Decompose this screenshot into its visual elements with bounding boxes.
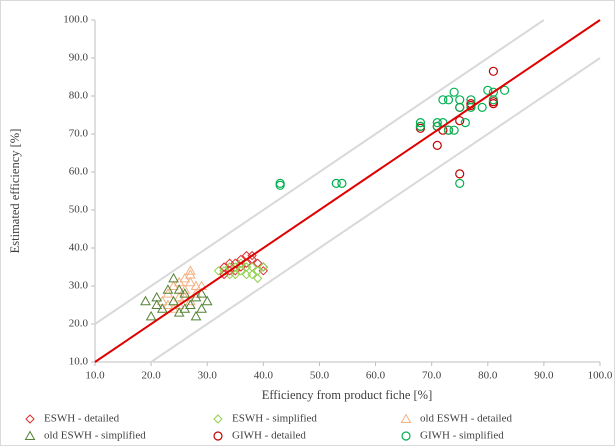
point — [337, 178, 347, 188]
point — [275, 178, 285, 188]
point — [455, 116, 465, 126]
point — [455, 169, 465, 179]
point — [140, 295, 151, 306]
point — [145, 310, 157, 321]
point — [415, 121, 426, 132]
y-tick-label: 70.0 — [69, 128, 89, 140]
legend-marker — [25, 414, 35, 424]
y-tick-label: 90.0 — [69, 52, 89, 64]
point — [185, 265, 196, 275]
point — [443, 95, 454, 105]
x-tick-label: 30.0 — [198, 370, 218, 382]
point — [236, 266, 246, 276]
x-tick-label: 90.0 — [534, 370, 554, 382]
y-tick-label: 20.0 — [69, 318, 89, 330]
y-tick-label: 80.0 — [69, 90, 89, 102]
point — [253, 266, 263, 276]
point — [432, 140, 442, 150]
point — [190, 310, 202, 321]
point — [488, 95, 498, 105]
point — [253, 273, 263, 284]
point — [449, 87, 459, 97]
x-tick-label: 100.0 — [588, 370, 613, 382]
x-tick-label: 80.0 — [478, 370, 498, 382]
point — [185, 299, 196, 309]
legend-marker — [400, 413, 412, 423]
y-tick-label: 30.0 — [69, 280, 89, 292]
legend-label: ESWH - detailed — [44, 413, 120, 425]
point — [432, 117, 442, 128]
point — [415, 117, 426, 128]
legend-label: old ESWH - detailed — [420, 413, 512, 425]
point — [230, 269, 240, 280]
point — [331, 178, 341, 188]
point — [173, 284, 185, 294]
legend-marker — [213, 414, 223, 424]
point — [196, 303, 207, 313]
reference-line — [94, 19, 601, 363]
legend-label: old ESWH - simplified — [44, 430, 146, 442]
y-tick-label: 10.0 — [69, 356, 89, 368]
point — [168, 272, 179, 283]
point — [438, 95, 448, 105]
point — [460, 117, 470, 128]
legend-label: GIWH - simplified — [420, 430, 504, 442]
point — [179, 303, 191, 313]
x-tick-label: 40.0 — [254, 370, 274, 382]
point — [483, 85, 493, 95]
y-tick-label: 50.0 — [69, 204, 89, 216]
point — [488, 66, 498, 76]
legend-marker — [213, 431, 223, 441]
legend-marker — [401, 431, 411, 441]
y-tick-label: 60.0 — [69, 166, 89, 178]
x-tick-label: 60.0 — [366, 370, 386, 382]
x-tick-label: 50.0 — [310, 370, 330, 382]
point — [162, 284, 174, 294]
y-axis-label: Estimated efficiency [%] — [8, 129, 22, 254]
point — [151, 299, 163, 309]
point — [258, 262, 269, 272]
point — [201, 295, 213, 306]
point — [500, 85, 510, 95]
point — [443, 125, 454, 135]
point — [449, 125, 459, 135]
point — [241, 269, 252, 280]
y-tick-label: 100.0 — [63, 14, 88, 26]
point — [185, 276, 196, 287]
point — [213, 266, 224, 276]
legend-label: GIWH - detailed — [232, 430, 306, 442]
x-tick-label: 10.0 — [85, 370, 105, 382]
point — [477, 102, 487, 113]
point — [224, 258, 235, 268]
point — [466, 102, 476, 113]
point — [196, 288, 207, 298]
x-tick-label: 70.0 — [422, 370, 442, 382]
x-axis-label: Efficiency from product fiche [%] — [262, 388, 433, 402]
point — [455, 178, 465, 188]
reference-line — [150, 57, 601, 363]
legend-marker — [24, 430, 36, 440]
point — [247, 262, 257, 272]
x-tick-label: 20.0 — [141, 370, 161, 382]
legend-label: ESWH - simplified — [232, 413, 317, 425]
point — [455, 102, 465, 113]
reference-line — [94, 19, 545, 325]
y-tick-label: 40.0 — [69, 242, 89, 254]
point — [168, 295, 179, 306]
